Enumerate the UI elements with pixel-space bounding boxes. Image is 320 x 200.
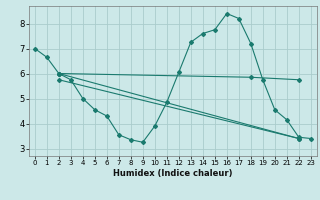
X-axis label: Humidex (Indice chaleur): Humidex (Indice chaleur) (113, 169, 233, 178)
